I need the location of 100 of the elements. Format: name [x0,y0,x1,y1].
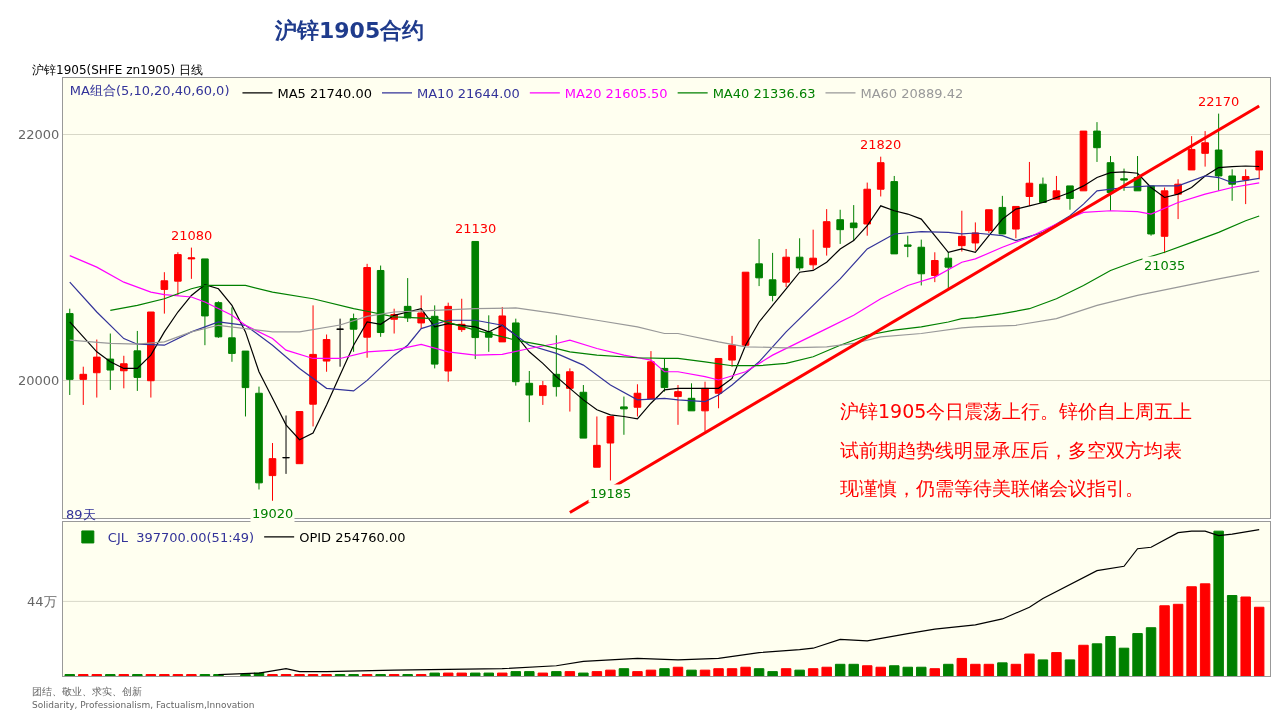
bar [632,671,643,676]
bar [807,668,819,676]
candlestick [241,350,250,417]
legend-label: MA10 21644.00 [417,86,520,102]
candlestick [701,381,709,432]
bar [834,663,846,676]
candlestick [809,229,817,270]
candlestick [106,333,115,391]
candlestick [1093,121,1101,163]
candlestick [65,308,74,396]
candlestick [674,384,682,426]
y-tick-label: 22000 [18,127,60,143]
annotation: 19185 [590,486,632,501]
bar [929,668,941,676]
bar [902,666,913,676]
candlestick [1214,113,1223,192]
candlestick [484,314,493,353]
candlestick [903,235,912,258]
bar [537,672,549,676]
annotation: 22170 [1198,94,1240,109]
candlestick [322,334,331,373]
bar [997,662,1008,676]
candlestick [160,271,169,315]
candlestick [728,335,736,368]
candlestick [349,313,358,353]
bar [578,672,589,676]
bar [1213,530,1224,676]
bar [618,668,630,676]
candlestick [1066,185,1074,211]
bar [767,671,778,676]
candlestick [92,339,101,399]
bar [699,669,711,676]
candlestick [133,330,142,392]
candlestick [1228,168,1236,202]
candlestick [187,247,196,280]
bar [726,668,738,676]
candlestick [295,411,304,465]
bar [551,671,562,676]
candlestick [1025,161,1034,207]
candlestick [309,304,317,427]
candlestick [174,251,182,296]
bar [1240,596,1251,676]
bar [1078,644,1089,676]
candlestick [863,182,872,237]
bar [983,663,995,676]
candlestick [1147,185,1155,237]
chart-title: 沪锌1905合约 [274,17,425,43]
bar [1199,583,1211,676]
legend-label: MA60 20889.42 [860,86,964,102]
candlestick [403,277,412,323]
candlestick [255,386,263,490]
candlestick [998,195,1007,235]
bar [889,665,900,676]
bar [605,669,616,676]
bar [1253,606,1265,676]
bar [1186,586,1197,676]
bar [429,672,440,676]
legend-label: OPID 254760.00 [299,530,406,546]
candlestick [1201,130,1209,168]
bar [1064,659,1076,676]
bar [510,671,522,676]
candlestick [471,240,480,360]
bar [1037,659,1049,676]
bar [1010,663,1022,676]
text: Solidarity, Professionalism, Factualism,Innovation [32,700,255,710]
candlestick [958,210,966,253]
bar [483,672,494,676]
candlestick [1160,187,1169,254]
bar [1172,603,1184,676]
bar [524,671,535,676]
candlestick [539,380,547,406]
annotation: 19020 [252,506,294,521]
bar [943,663,954,676]
candlestick [1120,168,1128,192]
legend-label: MA5 21740.00 [277,86,372,102]
candlestick [768,252,777,302]
candlestick [985,209,993,234]
bar [1145,627,1157,676]
bar [686,669,697,676]
candlestick [795,237,804,271]
bar [497,672,508,676]
bar [456,672,467,676]
candlestick [822,208,831,257]
bar [1118,647,1130,676]
bar [1024,653,1035,676]
annotation: 21820 [860,137,902,152]
candlestick [944,251,953,290]
ref-line-label: 44万 [27,594,57,609]
candlestick [755,238,763,287]
candlestick [1039,177,1047,203]
candlestick [890,175,899,255]
candlestick [444,302,453,383]
candlestick [336,318,344,368]
candlestick [917,239,926,286]
bar [916,666,927,676]
bar [591,671,603,676]
annotation: 沪锌1905今日震荡上行。锌价自上周五上 [840,400,1193,422]
bar [780,668,792,676]
bar [645,669,657,676]
bar [794,669,805,676]
